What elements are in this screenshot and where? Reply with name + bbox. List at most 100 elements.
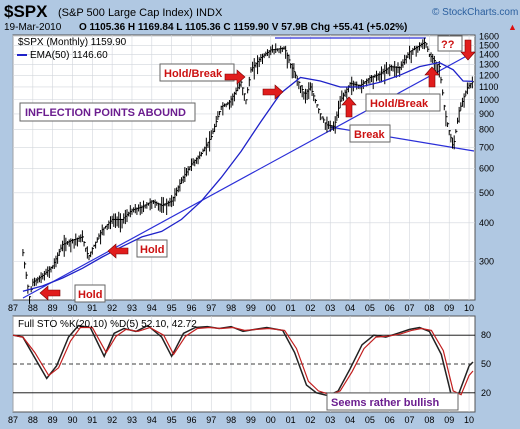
price-x-tick-label: 03: [325, 303, 335, 313]
index-name: (S&P 500 Large Cap Index) INDX: [58, 7, 223, 19]
price-y-tick-label: 1200: [479, 70, 499, 80]
sto-x-tick-label: 00: [266, 415, 276, 425]
sto-x-axis: 87 88 89 90 91 92 93 94 95 96 97 98 99 00 01 02 03 04 05 06…: [8, 415, 474, 425]
price-x-tick-label: 95: [167, 303, 177, 313]
break-label: Break: [354, 129, 385, 141]
price-x-tick-label: 87: [8, 303, 18, 313]
price-x-tick-label: 88: [28, 303, 38, 313]
price-x-tick-label: 97: [206, 303, 216, 313]
price-x-tick-label: 07: [405, 303, 415, 313]
arrow-up-icon: [424, 66, 440, 88]
price-panel: [12, 34, 476, 301]
sto-x-tick-label: 07: [405, 415, 415, 425]
price-y-tick-label: 500: [479, 188, 494, 198]
price-x-tick-label: 91: [87, 303, 97, 313]
sto-x-tick-label: 96: [186, 415, 196, 425]
price-y-tick-label: 1400: [479, 50, 499, 60]
price-y-tick-label: 1600: [479, 32, 499, 42]
sto-x-tick-label: 98: [226, 415, 236, 425]
price-x-tick-label: 05: [365, 303, 375, 313]
red-arrows: [39, 39, 476, 301]
break-box: [349, 124, 391, 143]
bullish-box: [326, 392, 459, 411]
price-x-tick-label: 00: [266, 303, 276, 313]
sto-x-tick-label: 95: [167, 415, 177, 425]
sto-x-tick-label: 90: [67, 415, 77, 425]
sto-x-tick-label: 02: [305, 415, 315, 425]
price-y-tick-label: 400: [479, 218, 494, 228]
hold-label-2: Hold: [78, 289, 102, 301]
arrow-right-icon: [262, 84, 284, 100]
sto-x-tick-label: 05: [365, 415, 375, 425]
price-x-tick-label: 06: [385, 303, 395, 313]
price-y-tick-label: 800: [479, 125, 494, 135]
inflection-label: INFLECTION POINTS ABOUND: [25, 107, 186, 119]
price-x-tick-label: 09: [444, 303, 454, 313]
hold-break-label-1: Hold/Break: [164, 68, 223, 80]
symbol-title: $SPX: [4, 2, 48, 21]
arrow-right-icon: [224, 69, 246, 85]
sto-x-tick-label: 10: [464, 415, 474, 425]
sto-x-tick-label: 87: [8, 415, 18, 425]
trendline-lower-support: [22, 51, 475, 299]
quote-line: O 1105.36 H 1169.84 L 1105.36 C 1159.90 …: [79, 22, 407, 33]
sto-lines: [12, 324, 474, 397]
arrow-left-icon: [107, 243, 129, 259]
price-x-tick-label: 89: [48, 303, 58, 313]
sto-x-tick-label: 08: [424, 415, 434, 425]
price-x-tick-label: 90: [67, 303, 77, 313]
price-x-tick-label: 01: [286, 303, 296, 313]
legend-sto: Full STO %K(20,10) %D(5) 52.10, 42.72: [18, 319, 197, 330]
sto-d-line: [12, 326, 474, 396]
price-x-tick-label: 08: [424, 303, 434, 313]
price-y-tick-label: 1500: [479, 40, 499, 50]
sto-x-tick-label: 04: [345, 415, 355, 425]
quote-date: 19-Mar-2010: [4, 22, 62, 33]
sto-x-tick-label: 91: [87, 415, 97, 425]
hold-label-1: Hold: [140, 244, 164, 256]
hold-break-label-2: Hold/Break: [370, 98, 429, 110]
price-x-tick-label: 10: [464, 303, 474, 313]
hold-break-box-2: [365, 93, 441, 112]
sto-x-tick-label: 94: [147, 415, 157, 425]
bullish-label: Seems rather bullish: [331, 397, 439, 409]
arrow-left-icon: [39, 285, 61, 301]
legend-main: $SPX (Monthly) 1159.90: [18, 37, 127, 48]
sto-x-tick-label: 97: [206, 415, 216, 425]
inflection-box: [19, 102, 196, 122]
ema50-line: [22, 61, 474, 292]
price-x-tick-label: 93: [127, 303, 137, 313]
price-x-tick-label: 94: [147, 303, 157, 313]
watermark: © StockCharts.com: [432, 7, 518, 18]
price-y-axis: 300 400 500 600 700 800 900 1000 1100 12001300140…: [479, 32, 499, 267]
price-x-tick-label: 92: [107, 303, 117, 313]
sto-x-tick-label: 89: [48, 415, 58, 425]
chg-up-icon: ▲: [508, 22, 517, 32]
sto-y-tick-label: 50: [481, 359, 491, 369]
sto-x-tick-label: 92: [107, 415, 117, 425]
price-y-tick-label: 1000: [479, 95, 499, 105]
question-label: ??: [441, 39, 455, 51]
legend-ema: EMA(50) 1146.60: [30, 50, 108, 61]
sto-x-tick-label: 01: [286, 415, 296, 425]
price-y-tick-label: 600: [479, 163, 494, 173]
price-y-tick-label: 900: [479, 109, 494, 119]
price-y-tick-label: 1100: [479, 82, 498, 92]
price-y-tick-label: 300: [479, 256, 494, 266]
sto-y-tick-label: 80: [481, 330, 491, 340]
hold-box-1: [136, 239, 168, 258]
price-x-tick-label: 04: [345, 303, 355, 313]
arrow-up-icon: [341, 96, 357, 118]
price-x-tick-label: 02: [305, 303, 315, 313]
arrow-down-icon: [460, 39, 476, 61]
price-x-axis: 87 88 89 90 91 92 93 94 95 96 97 98 99 00 01 02 03 04 05 06…: [8, 303, 474, 313]
hold-box-2: [74, 284, 106, 303]
price-x-tick-label: 96: [186, 303, 196, 313]
price-y-tick-label: 700: [479, 143, 494, 153]
question-box: [437, 35, 463, 52]
sto-y-tick-label: 20: [481, 388, 491, 398]
price-bars: [22, 37, 474, 304]
sto-x-tick-label: 06: [385, 415, 395, 425]
sto-x-tick-label: 99: [246, 415, 256, 425]
